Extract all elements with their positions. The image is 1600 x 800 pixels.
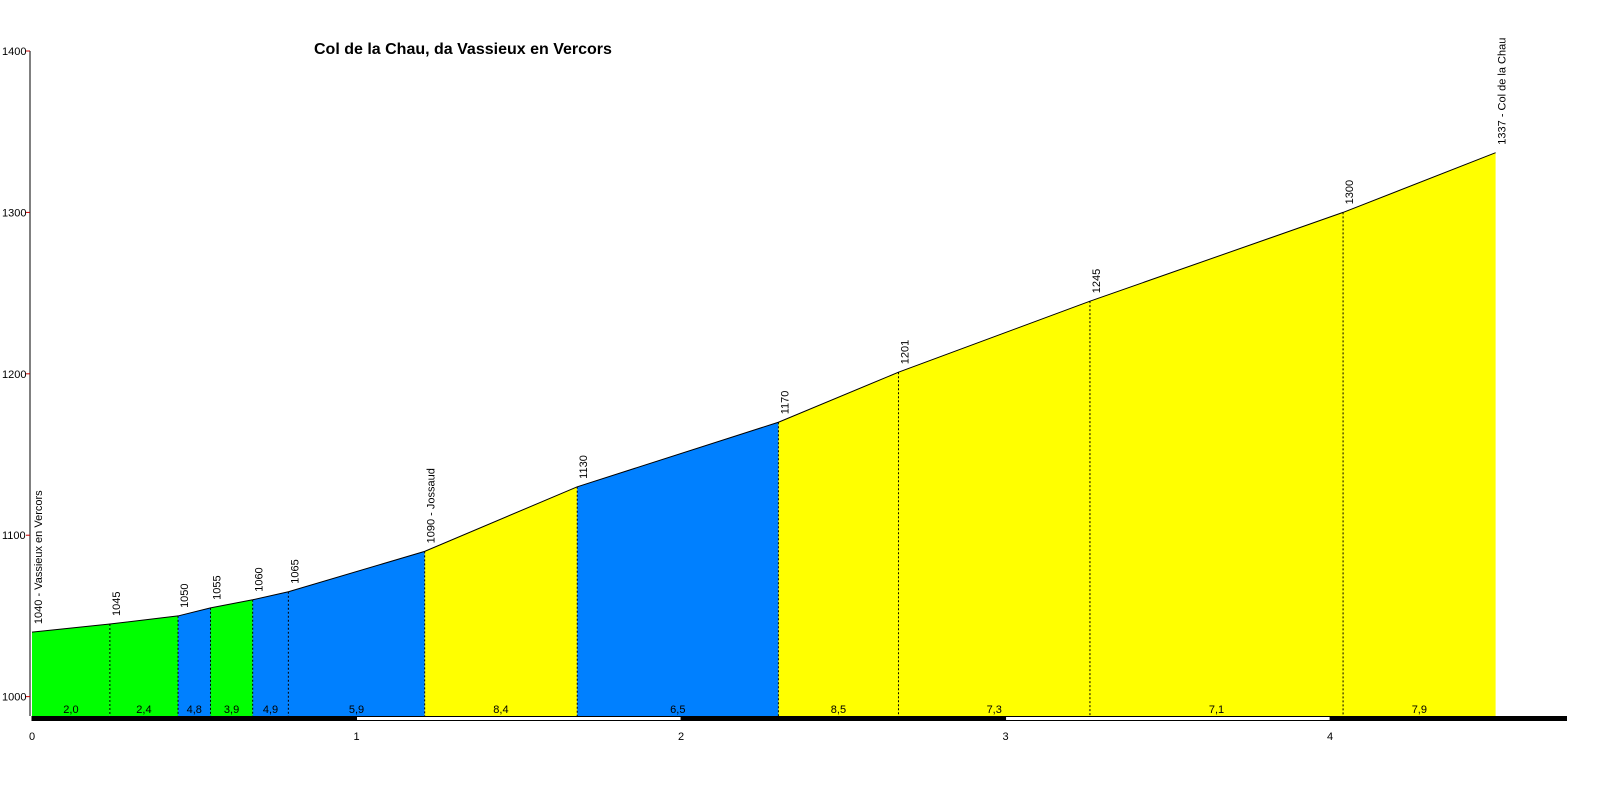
- profile-line: [31, 152, 1496, 633]
- point-label: 1090 - Jossaud: [426, 468, 438, 543]
- gradient-label: 8,4: [493, 704, 508, 716]
- gradient-segment: [1089, 212, 1344, 716]
- gradient-label: 4,9: [263, 704, 278, 716]
- x-tick-label: 1: [353, 731, 359, 743]
- x-tick-label: 4: [1327, 731, 1333, 743]
- point-label: 1065: [289, 559, 301, 583]
- gradient-label: 7,3: [987, 704, 1002, 716]
- y-tick-label: 1400: [2, 46, 26, 58]
- gradient-segment: [424, 486, 578, 716]
- gradient-segment: [577, 422, 779, 716]
- gradient-label: 2,0: [63, 704, 78, 716]
- point-label: 1130: [578, 455, 590, 479]
- gradient-segment: [32, 623, 110, 716]
- y-tick-label: 1000: [2, 692, 26, 704]
- y-tick-label: 1200: [2, 369, 26, 381]
- gradient-label: 2,4: [136, 704, 151, 716]
- x-tick-label: 0: [29, 731, 35, 743]
- gradient-segment: [252, 591, 289, 716]
- distance-bar-white: [1005, 717, 1331, 720]
- distance-bar-border: [32, 716, 1567, 721]
- point-label: 1050: [179, 583, 191, 607]
- gradient-label: 5,9: [349, 704, 364, 716]
- gradient-label: 7,9: [1412, 704, 1427, 716]
- gradient-label: 7,1: [1209, 704, 1224, 716]
- point-label: 1170: [779, 391, 791, 415]
- gradient-label: 4,8: [187, 704, 202, 716]
- gradient-segment: [210, 599, 253, 716]
- y-tick-label: 1100: [2, 530, 26, 542]
- point-label: 1337 - Col de la Chau: [1497, 38, 1509, 145]
- gradient-segment: [898, 301, 1090, 716]
- gradient-label: 3,9: [224, 704, 239, 716]
- point-label: 1040 - Vassieux en Vercors: [33, 490, 45, 624]
- point-label: 1245: [1091, 269, 1103, 293]
- gradient-segment: [288, 551, 425, 716]
- gradient-segment: [109, 615, 179, 716]
- distance-bar-white: [356, 717, 682, 720]
- point-label: 1060: [254, 567, 266, 591]
- point-label: 1055: [211, 575, 223, 599]
- point-label: 1201: [899, 340, 911, 364]
- point-label: 1300: [1344, 180, 1356, 204]
- point-label: 1045: [111, 592, 123, 616]
- x-tick-label: 3: [1003, 731, 1009, 743]
- gradient-label: 6,5: [670, 704, 685, 716]
- gradient-label: 8,5: [831, 704, 846, 716]
- gradient-segment: [178, 607, 211, 716]
- x-tick-label: 2: [678, 731, 684, 743]
- y-tick-label: 1300: [2, 207, 26, 219]
- gradient-segment: [778, 372, 899, 716]
- gradient-segment: [1343, 152, 1496, 716]
- chart-title: Col de la Chau, da Vassieux en Vercors: [314, 41, 612, 58]
